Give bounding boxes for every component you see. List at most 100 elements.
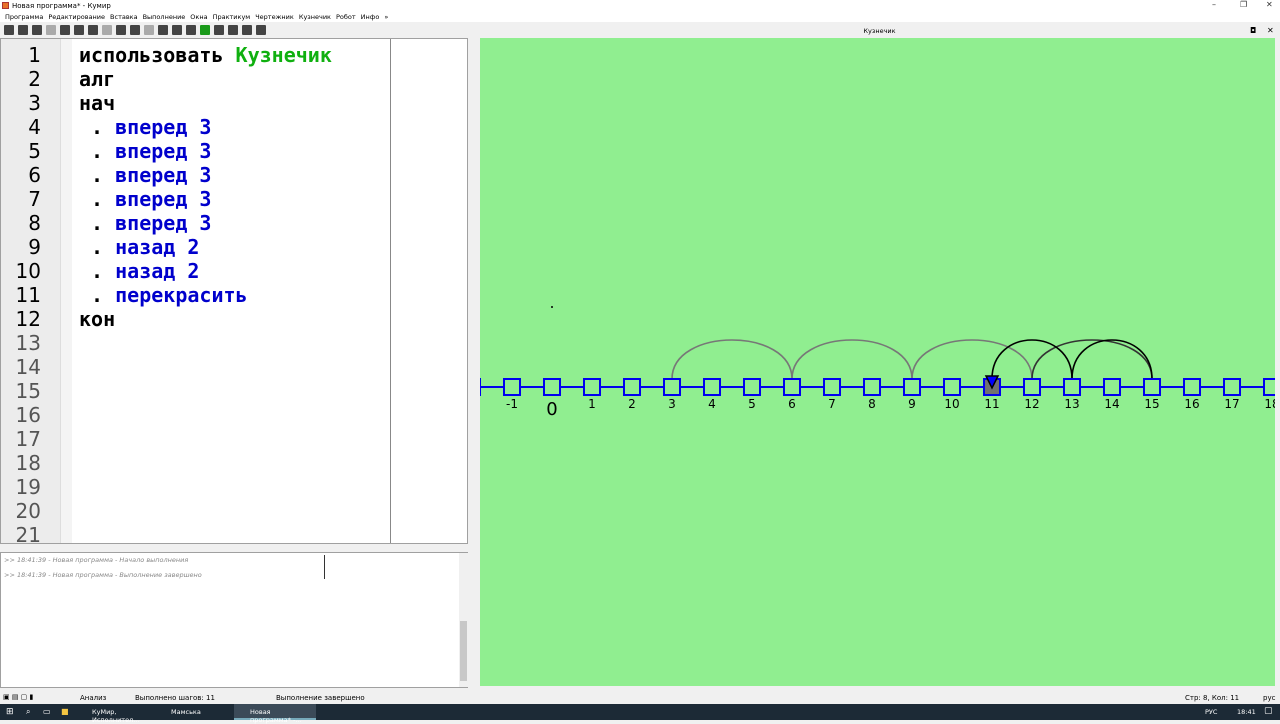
step-in-icon[interactable]	[158, 25, 168, 35]
menu-item[interactable]: Программа	[5, 13, 44, 21]
line-number: 7	[28, 187, 41, 211]
stop-icon[interactable]	[144, 25, 154, 35]
line-number: 9	[28, 235, 41, 259]
line-number: 3	[28, 91, 41, 115]
code-line[interactable]: . вперед 3	[79, 139, 211, 163]
layout-icon[interactable]	[186, 25, 196, 35]
grid-icon[interactable]	[200, 25, 210, 35]
step-icon[interactable]	[130, 25, 140, 35]
float-panel-icon[interactable]: ◘	[1250, 26, 1257, 35]
jump-arc	[1071, 339, 1153, 380]
jump-arc	[911, 339, 1033, 380]
tray-lang[interactable]: РУС	[1205, 708, 1218, 716]
copy-icon[interactable]	[60, 25, 70, 35]
keyword-token: .	[79, 211, 116, 235]
menu-item[interactable]: Выполнение	[142, 13, 186, 21]
search-icon[interactable]: ⌕	[26, 707, 31, 716]
menu-item[interactable]: Инфо	[360, 13, 380, 21]
module-name: Кузнечик	[235, 43, 332, 67]
jump-arc	[791, 339, 913, 380]
grasshopper-icon[interactable]	[214, 25, 224, 35]
maximize-button[interactable]: ❐	[1240, 0, 1248, 9]
keyword-token: .	[79, 163, 116, 187]
tray-clock[interactable]: 18:41	[1237, 708, 1256, 716]
taskbar: ⊞ ⌕ ▭ ■ КуМир, Исполнител... Мамська Нов…	[0, 704, 1280, 724]
windows-start-icon[interactable]: ⊞	[6, 707, 14, 717]
code-line[interactable]: нач	[79, 91, 115, 115]
code-editor[interactable]: 1 2 3 4 5 6 7 8 9 10 11 12 13 14 15 16 17 18 19 20 21 использ…	[0, 38, 468, 547]
jump-arc	[1031, 339, 1153, 380]
task-browser[interactable]: КуМир, Исполнител...	[92, 708, 140, 724]
keyword-token: .	[79, 283, 116, 307]
cell-label: 6	[788, 397, 796, 411]
robot-icon[interactable]	[228, 25, 238, 35]
menu-item[interactable]: Окна	[190, 13, 208, 21]
line-number: 11	[15, 283, 41, 307]
code-line[interactable]: кон	[79, 307, 115, 331]
step-out-icon[interactable]	[172, 25, 182, 35]
close-button[interactable]: ✕	[1266, 0, 1273, 9]
status-bar: ▣ ▤ ▢ ▮ Анализ Выполнено шагов: 11 Выпол…	[0, 691, 1280, 704]
menu-item[interactable]: Чертежник	[255, 13, 294, 21]
paste-icon[interactable]	[74, 25, 84, 35]
cut-icon[interactable]	[46, 25, 56, 35]
close-panel-icon[interactable]: ✕	[1267, 26, 1274, 35]
menu-item[interactable]: Кузнечик	[298, 13, 331, 21]
code-line[interactable]: . назад 2	[79, 259, 199, 283]
notifications-icon[interactable]: ▢	[1264, 706, 1273, 716]
cell	[1143, 378, 1161, 396]
cell-label: 1	[588, 397, 596, 411]
new-icon[interactable]	[4, 25, 14, 35]
cell-label: 8	[868, 397, 876, 411]
menu-item[interactable]: Робот	[336, 13, 356, 21]
cell-label: 3	[668, 397, 676, 411]
output-console[interactable]: >> 18:41:39 - Новая программа - Начало в…	[0, 552, 468, 688]
open-icon[interactable]	[18, 25, 28, 35]
code-line[interactable]: алг	[79, 67, 115, 91]
code-line[interactable]: . вперед 3	[79, 163, 211, 187]
save-icon[interactable]	[32, 25, 42, 35]
minimize-button[interactable]: –	[1212, 0, 1216, 9]
run-icon[interactable]	[116, 25, 126, 35]
console-scrollbar[interactable]	[459, 553, 468, 687]
command-token: вперед 3	[115, 163, 212, 187]
command-token: вперед 3	[115, 115, 212, 139]
cell-label: 17	[1224, 397, 1239, 411]
line-number-gutter	[1, 39, 61, 543]
code-line[interactable]: . вперед 3	[79, 211, 211, 235]
command-token: назад 2	[115, 235, 200, 259]
undo-icon[interactable]	[88, 25, 98, 35]
task-view-icon[interactable]: ▭	[43, 707, 51, 716]
line-number: 12	[15, 307, 41, 331]
cell	[783, 378, 801, 396]
menu-item[interactable]: Редактирование	[48, 13, 106, 21]
menu-bar: Программа Редактирование Вставка Выполнение…	[0, 11, 1280, 22]
cell-label: 7	[828, 397, 836, 411]
menu-item[interactable]: Вставка	[110, 13, 138, 21]
menu-item[interactable]: »	[384, 13, 389, 21]
command-token: перекрасить	[115, 283, 248, 307]
code-line[interactable]: . перекрасить	[79, 283, 248, 307]
redo-icon[interactable]	[102, 25, 112, 35]
command-token: вперед 3	[115, 211, 212, 235]
title-bar: Новая программа* - Кумир – ❐ ✕	[0, 0, 1280, 11]
code-line[interactable]: . вперед 3	[79, 115, 211, 139]
code-line[interactable]: использовать Кузнечик	[79, 43, 332, 67]
code-line[interactable]: . вперед 3	[79, 187, 211, 211]
cell	[903, 378, 921, 396]
cell-label: 11	[984, 397, 999, 411]
task-kumir[interactable]: Новая программа* -...	[234, 704, 316, 724]
folder-icon[interactable]: ■	[61, 707, 69, 716]
menu-item[interactable]: Практикум	[212, 13, 251, 21]
cell	[1103, 378, 1121, 396]
code-line[interactable]: . назад 2	[79, 235, 199, 259]
draw-icon[interactable]	[242, 25, 252, 35]
image-icon[interactable]	[256, 25, 266, 35]
console-scrollbar-thumb[interactable]	[460, 621, 467, 681]
keyword-token: .	[79, 115, 116, 139]
cell-label: 13	[1064, 397, 1079, 411]
task-telegram[interactable]: Мамська	[171, 708, 201, 716]
keyword-token: алг	[79, 67, 116, 91]
editor-margin-line	[390, 39, 391, 543]
line-number: 16	[15, 403, 41, 427]
